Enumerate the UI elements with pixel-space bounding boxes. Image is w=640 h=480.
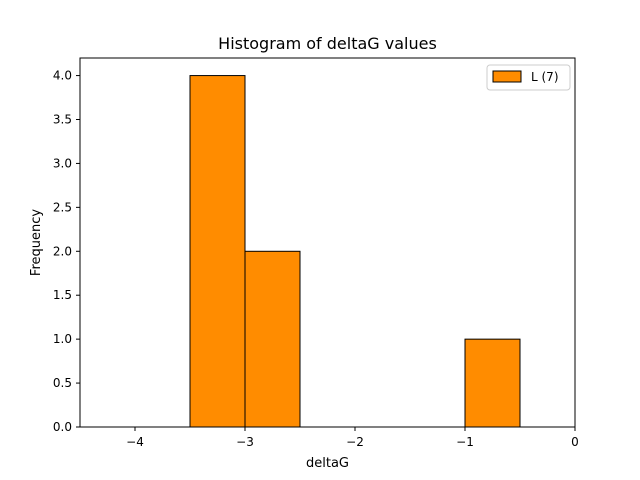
x-axis-label: deltaG [306, 456, 349, 471]
x-tick-label: −3 [236, 435, 254, 449]
x-axis-ticks: −4 −3 −2 −1 0 [126, 427, 579, 449]
y-axis-ticks: 0.0 0.5 1.0 1.5 2.0 2.5 3.0 3.5 4.0 [53, 69, 80, 434]
y-tick-label: 3.0 [53, 156, 72, 170]
legend-swatch [492, 70, 522, 83]
x-tick-label: −2 [346, 435, 364, 449]
y-tick-label: 1.0 [53, 332, 72, 346]
y-tick-label: 2.5 [53, 200, 72, 214]
y-tick-label: 3.5 [53, 113, 72, 127]
y-tick-label: 0.5 [53, 376, 72, 390]
y-axis-label: Frequency [29, 209, 44, 276]
y-tick-label: 0.0 [53, 420, 72, 434]
legend: L (7) [486, 64, 571, 91]
histogram-bar-3 [464, 338, 521, 428]
bars-group [189, 75, 521, 428]
y-tick-label: 2.0 [53, 244, 72, 258]
x-tick-label: −4 [126, 435, 144, 449]
legend-label: L (7) [531, 70, 559, 84]
x-tick-label: −1 [456, 435, 474, 449]
histogram-bar-2 [244, 250, 301, 428]
y-tick-label: 1.5 [53, 288, 72, 302]
y-tick-label: 4.0 [53, 69, 72, 83]
x-tick-label: 0 [571, 435, 579, 449]
plot-frame [79, 57, 576, 428]
histogram-bar-1 [189, 75, 246, 428]
chart-title: Histogram of deltaG values [218, 34, 437, 53]
